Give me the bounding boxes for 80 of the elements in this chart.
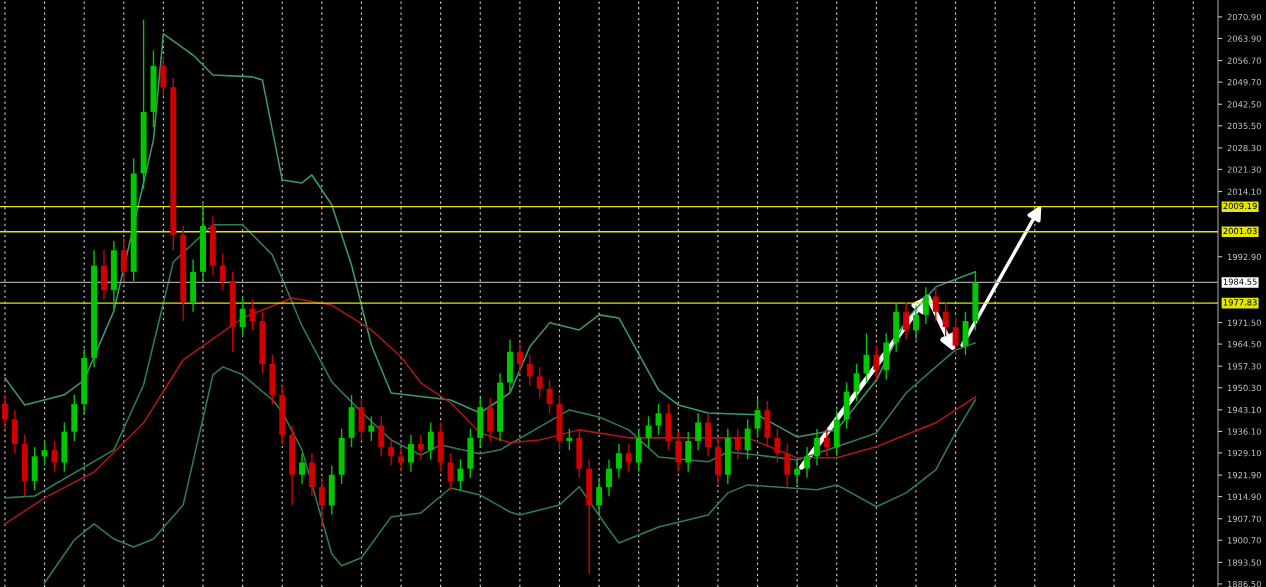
candlestick: [417, 434, 424, 461]
candlestick: [804, 446, 811, 479]
candlestick: [51, 440, 58, 473]
y-tick-label: 2049.70: [1227, 79, 1261, 86]
candlestick: [427, 421, 434, 461]
line-series: [4, 224, 977, 499]
y-tick-label: 1943.10: [1227, 406, 1261, 414]
y-tick-label: 1950.30: [1227, 384, 1261, 392]
y-tick-label: 2063.90: [1227, 35, 1261, 42]
candlestick: [596, 477, 603, 516]
candlestick: [299, 452, 305, 485]
candlestick: [744, 418, 751, 461]
candlestick: [378, 415, 385, 458]
candlestick: [239, 295, 246, 338]
y-tick-label: 1900.70: [1227, 537, 1261, 544]
candlestick: [447, 452, 454, 491]
y-tick-label: 2070.90: [1227, 13, 1261, 21]
candlestick: [794, 458, 801, 485]
y-tick-label: 1957.30: [1227, 363, 1261, 370]
y-tick-label: 2035.50: [1227, 122, 1261, 130]
candlestick: [625, 443, 632, 473]
candlestick: [942, 301, 949, 338]
candlestick: [695, 412, 702, 451]
line-series: [4, 33, 977, 438]
candlestick: [407, 434, 414, 473]
ref-line-label: 1977.83: [1223, 299, 1257, 306]
candlestick: [645, 415, 652, 448]
candlestick: [784, 443, 791, 488]
candlestick: [685, 431, 692, 473]
y-tick-label: 1907.70: [1227, 515, 1261, 523]
y-tick-label: 2056.70: [1227, 57, 1261, 64]
candlestick: [398, 446, 405, 473]
candlestick: [120, 237, 127, 282]
ref-line-label: 2009.19: [1223, 202, 1257, 210]
candlestick: [318, 477, 325, 528]
y-tick-label: 1992.90: [1227, 253, 1261, 261]
line-series: [4, 297, 977, 525]
candlestick: [932, 286, 939, 322]
line-series: [43, 366, 977, 584]
candlestick: [219, 252, 226, 291]
ref-line-label: 1984.55: [1223, 278, 1257, 285]
y-tick-label: 2021.30: [1227, 166, 1261, 173]
y-tick-label: 2014.10: [1227, 188, 1261, 195]
candlestick: [1, 394, 8, 430]
candlestick: [606, 458, 612, 497]
candlestick: [526, 354, 533, 387]
candlestick: [615, 443, 622, 479]
candlestick: [734, 427, 741, 461]
candlestick: [952, 317, 959, 356]
candlestick: [853, 363, 860, 402]
y-tick-label: 1936.10: [1227, 428, 1261, 435]
candlestick: [823, 427, 830, 458]
y-tick-label: 1886.50: [1227, 580, 1261, 587]
ref-line-label: 2001.03: [1223, 227, 1257, 235]
y-tick-label: 1893.50: [1227, 559, 1261, 566]
candlestick: [922, 286, 929, 325]
candlestick: [457, 458, 464, 491]
candlestick: [754, 397, 761, 439]
candlestick: [516, 341, 523, 374]
y-tick-label: 1964.50: [1227, 341, 1261, 348]
candlestick: [566, 427, 573, 451]
candlestick: [813, 427, 820, 467]
candlestick: [368, 415, 375, 442]
candlestick: [675, 431, 682, 473]
candlestick: [913, 304, 919, 341]
y-tick-label: 1921.90: [1227, 472, 1261, 479]
candlestick: [546, 378, 553, 414]
candlestick: [536, 366, 543, 399]
y-tick-label: 1914.90: [1227, 493, 1261, 500]
candlestick: [388, 437, 395, 467]
y-tick-label: 2028.30: [1227, 144, 1261, 152]
candlestick: [903, 301, 910, 341]
y-tick-label: 2042.50: [1227, 101, 1261, 108]
y-tick-label: 1971.50: [1227, 319, 1261, 326]
candlestick: [774, 427, 781, 464]
candlestick: [863, 332, 870, 384]
candlestick: [160, 55, 167, 98]
candlestick: [41, 440, 48, 467]
candlestick: [873, 344, 880, 381]
y-tick-label: 1929.10: [1227, 449, 1261, 457]
